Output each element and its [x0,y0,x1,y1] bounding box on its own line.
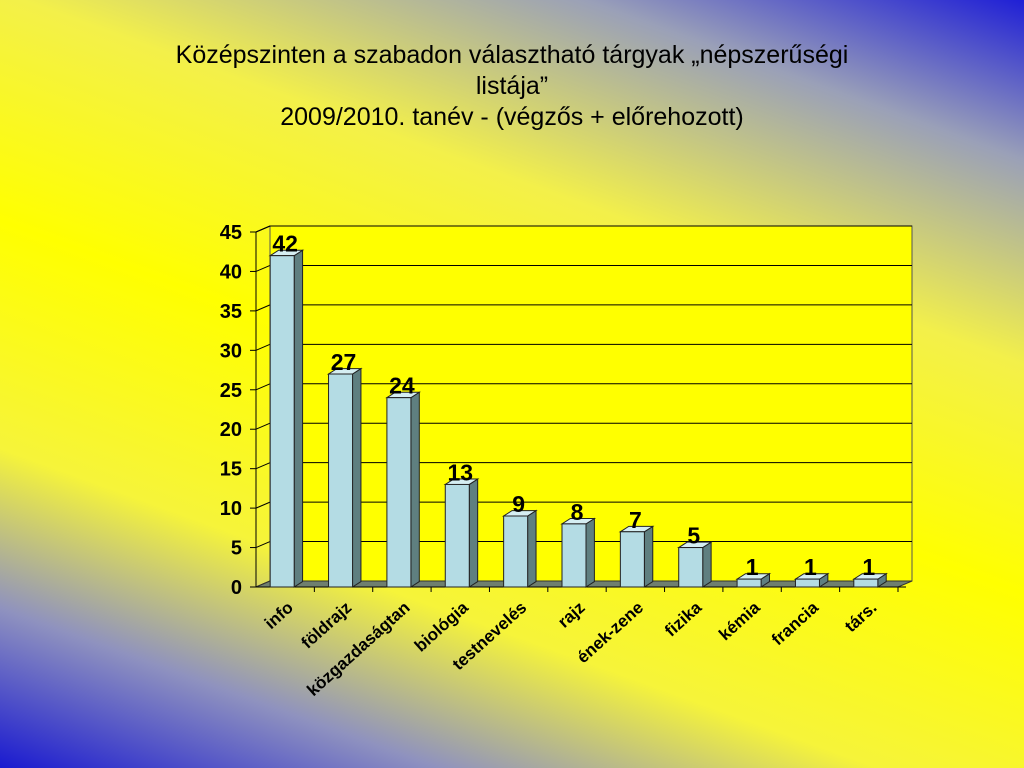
y-tick-label: 0 [231,577,242,599]
side-wall-line [255,383,271,391]
title-line-2: listája” [475,72,549,100]
x-category-label: fizika [661,597,706,640]
bar-side [410,391,420,588]
y-tick-label: 40 [220,261,242,283]
data-label: 42 [272,231,298,257]
bar-fizika [678,547,704,588]
x-category-label: info [261,598,297,633]
data-label: 1 [862,554,875,580]
y-tick-label: 45 [220,222,242,244]
bar-ének-zene [619,531,645,588]
x-category-label: társ. [841,598,880,636]
side-wall-line [255,422,271,430]
x-category-label: kémia [715,597,764,644]
data-label: 24 [389,373,415,399]
data-label: 7 [629,507,642,533]
bar-side [293,249,304,588]
side-wall-line [255,264,271,272]
y-tick-label: 35 [220,301,242,323]
y-tick-label: 10 [220,498,242,520]
bar-side [527,509,537,588]
bar-testnevelés [503,515,529,588]
bar-kémia [736,578,762,588]
data-label: 8 [571,499,584,525]
y-tick-label: 15 [220,459,242,481]
side-wall-line [255,304,271,312]
bar-közgazdaságtan [386,397,412,588]
y-tick-label: 20 [220,419,242,441]
bar-side [352,367,362,588]
bar-side [643,525,654,588]
title-line-1: Középszinten a szabadon választható tárg… [175,41,849,69]
title-line-3: 2009/2010. tanév - (végzős + előrehozott… [280,103,744,131]
data-label: 9 [512,491,525,517]
data-label: 5 [687,523,700,549]
data-label: 1 [804,554,817,580]
bar-side [585,517,595,588]
bar-info [269,255,295,588]
data-label: 27 [331,349,357,375]
chart-title: Középszinten a szabadon választható tárg… [60,40,964,133]
y-tick-label: 30 [220,340,242,362]
x-category-label: rajz [554,598,588,632]
side-wall-line [255,541,271,549]
y-tick-label: 5 [231,538,242,560]
bar-rajz [561,523,587,588]
side-wall-line [255,343,271,351]
x-category-label: közgazdaságtan [303,598,413,700]
x-category-label: francia [768,597,823,649]
side-wall-line [255,501,271,509]
data-label: 13 [447,459,473,485]
bar-földrajz [328,373,354,588]
y-tick-label: 25 [220,380,242,402]
bar-side [702,541,712,588]
side-wall-top [255,225,271,233]
side-wall-line [255,462,271,470]
bar-francia [794,578,820,588]
bar-biológia [444,483,470,588]
bar-társ. [853,578,879,588]
x-category-label: földrajz [298,598,356,653]
data-label: 1 [746,554,759,580]
bar-side [468,478,479,588]
